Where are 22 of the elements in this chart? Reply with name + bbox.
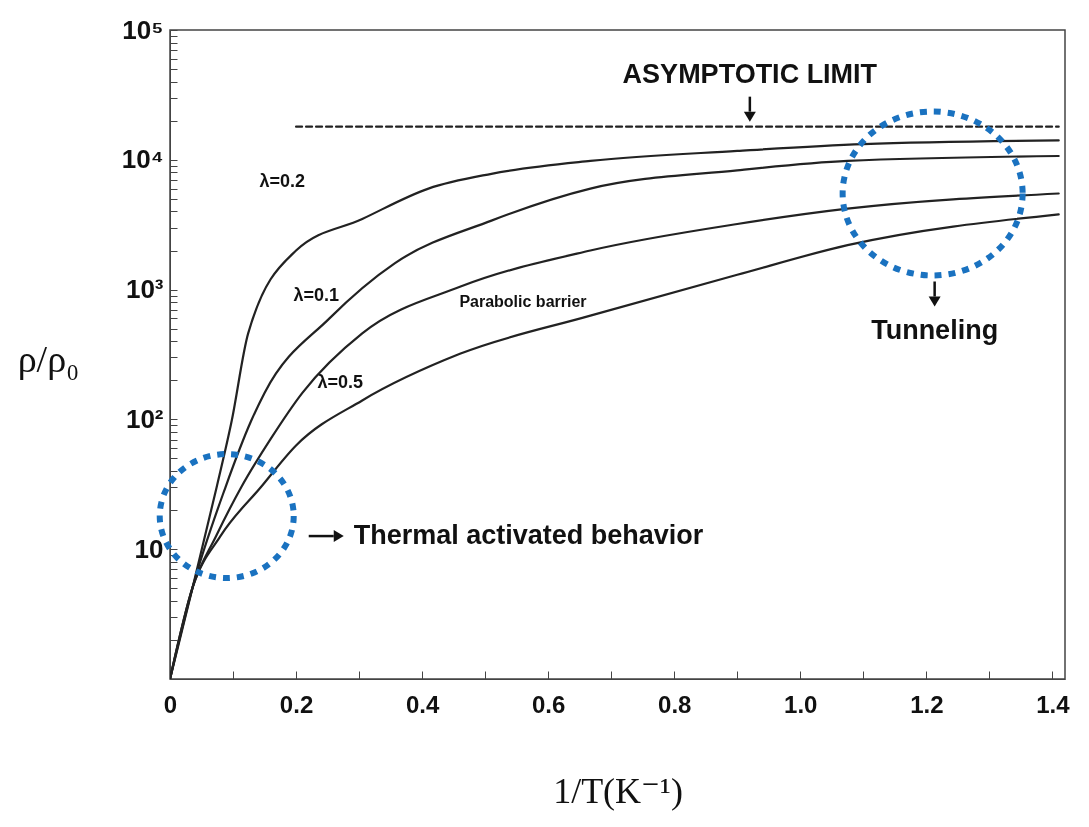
x-tick-label: 1.2 xyxy=(910,690,944,718)
x-axis-title: 1/T(K⁻¹) xyxy=(553,770,683,811)
x-tick-label: 0.2 xyxy=(279,690,314,718)
annotation: Thermal activated behavior xyxy=(353,520,704,551)
annotation: Tunneling xyxy=(871,314,999,345)
text: λ=0.2 xyxy=(259,170,305,191)
y-tick-label: 10² xyxy=(125,403,164,434)
y-tick-label: 10⁵ xyxy=(122,14,164,45)
x-tick-label: 0.8 xyxy=(658,690,692,718)
x-tick-label: 0 xyxy=(163,690,178,718)
annotation: ASYMPTOTIC LIMIT xyxy=(622,58,878,89)
y-axis-title: ρ/ρ₀ xyxy=(17,337,80,380)
y-tick-label: 10 xyxy=(134,533,164,564)
x-tick-label: 0.6 xyxy=(531,690,566,718)
x-tick-label: 1.4 xyxy=(1036,690,1071,718)
series-label: λ=0.1 xyxy=(293,284,339,305)
x-tick-label: 0.4 xyxy=(405,690,440,718)
y-tick-label: 10³ xyxy=(125,274,164,305)
series-label: Parabolic barrier xyxy=(459,293,587,311)
x-tick-label: 1.0 xyxy=(784,690,818,718)
series-label: λ=0.5 xyxy=(317,372,363,393)
y-tick-label: 10⁴ xyxy=(121,144,164,175)
